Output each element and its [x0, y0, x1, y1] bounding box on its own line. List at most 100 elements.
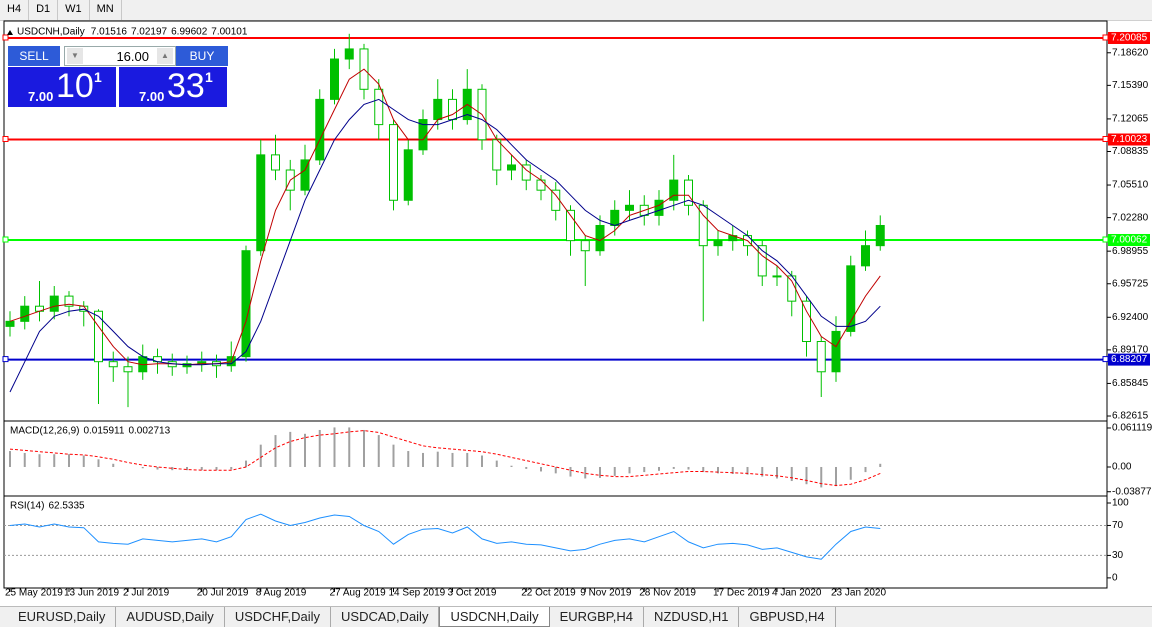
macd-bar: [569, 466, 572, 477]
timeframe-button[interactable]: MN: [90, 0, 122, 20]
candle-body: [846, 265, 856, 332]
level-label-box: [1108, 233, 1150, 246]
level-handle: [2, 236, 9, 243]
lot-input[interactable]: ▼ 16.00 ▲: [64, 46, 176, 66]
chart-tab[interactable]: USDCNH,Daily: [439, 607, 550, 627]
macd-bar: [156, 466, 159, 470]
y-tick-label: 6.98955: [1112, 246, 1149, 257]
macd-bar: [658, 466, 660, 471]
candle-body: [433, 98, 443, 121]
indicator-value: 62.5335: [48, 501, 85, 512]
x-tick-label: 8 Aug 2019: [256, 588, 307, 599]
macd-bar: [761, 466, 764, 477]
level-label: 7.10023: [1111, 134, 1148, 145]
chart-tab[interactable]: GBPUSD,H4: [739, 607, 836, 627]
macd-bar: [849, 466, 852, 480]
indicator-value: 0.015911: [83, 426, 124, 437]
chart-tab[interactable]: AUDUSD,Daily: [116, 607, 225, 627]
level-handle: [2, 136, 9, 143]
macd-bar: [628, 466, 631, 474]
chart-title: USDCNH,Daily: [17, 27, 85, 38]
macd-bar: [304, 433, 306, 467]
x-tick-label: 14 Sep 2019: [389, 588, 446, 599]
macd-bar: [422, 452, 424, 467]
x-tick-label: 20 Jul 2019: [197, 588, 249, 599]
symbol-icon: [7, 30, 13, 35]
candle-body: [108, 361, 118, 368]
level-handle: [1102, 136, 1109, 143]
macd-bar: [495, 460, 498, 467]
macd-bar: [259, 444, 262, 467]
macd-bar: [363, 429, 365, 467]
candle-body: [757, 245, 767, 277]
y-tick-label: 7.18620: [1112, 47, 1149, 58]
macd-bar: [481, 455, 483, 467]
macd-bar: [38, 454, 41, 467]
candle-body: [772, 275, 782, 278]
y-tick-label: 7.05510: [1112, 180, 1149, 191]
indicator-title: RSI(14): [10, 501, 44, 512]
level-handle: [1102, 34, 1109, 41]
candle-body: [256, 154, 266, 252]
chart-tabs: EURUSD,Daily AUDUSD,Daily USDCHF,Daily USDC…: [0, 606, 1152, 627]
y-tick-label: 6.89170: [1112, 345, 1149, 356]
moving-average: [9, 98, 881, 393]
lot-down[interactable]: ▼: [67, 48, 83, 64]
x-tick-label: 23 Jan 2020: [831, 588, 886, 599]
indicator-title: MACD(12,26,9): [10, 426, 79, 437]
candle-body: [802, 300, 811, 343]
timeframe-button[interactable]: W1: [58, 0, 90, 20]
macd-bar: [599, 466, 601, 478]
y-tick-label: 6.95725: [1112, 278, 1149, 289]
lot-up[interactable]: ▲: [157, 48, 173, 64]
y-tick-label: 0.061119: [1112, 423, 1152, 434]
timeframe-button[interactable]: D1: [29, 0, 59, 20]
level-handle: [1102, 236, 1109, 243]
moving-average: [9, 68, 881, 366]
ohlc-value: 7.01516: [91, 27, 128, 38]
y-tick-label: 0.00: [1112, 462, 1132, 473]
level-label: 6.88207: [1111, 354, 1148, 365]
macd-bar: [348, 427, 351, 467]
macd-bar: [82, 455, 85, 467]
chart-tab[interactable]: USDCAD,Daily: [331, 607, 440, 627]
price-prefix: 7.00: [139, 89, 165, 104]
candle-body: [861, 245, 870, 267]
chart-tab[interactable]: NZDUSD,H1: [644, 607, 740, 627]
macd-bar: [776, 466, 778, 479]
candle-body: [654, 199, 664, 216]
candle-body: [625, 204, 634, 211]
indicator-value: 0.002713: [128, 426, 170, 437]
x-tick-label: 9 Nov 2019: [580, 588, 632, 599]
x-tick-label: 25 May 2019: [5, 588, 63, 599]
macd-bar: [245, 460, 247, 467]
level-handle: [2, 34, 9, 41]
candle-body: [94, 310, 103, 363]
macd-bar: [333, 427, 336, 467]
candle-body: [566, 209, 575, 242]
sell-button[interactable]: SELL: [8, 46, 60, 66]
macd-bar: [274, 435, 277, 467]
x-tick-label: 13 Jun 2019: [64, 588, 119, 599]
buy-button[interactable]: BUY: [176, 46, 228, 66]
macd-bar: [820, 466, 823, 488]
chart-frame: [3, 20, 1108, 589]
y-tick-label: 100: [1112, 498, 1129, 509]
buy-price[interactable]: 7.00 33 1: [119, 67, 227, 107]
candle-body: [816, 341, 826, 373]
candle-body: [831, 330, 841, 373]
price-big: 33: [167, 67, 205, 105]
macd-bar: [554, 466, 557, 474]
candle-body: [5, 320, 15, 327]
candle-body: [271, 154, 280, 171]
candle-body: [64, 295, 74, 307]
chart-tab[interactable]: USDCHF,Daily: [225, 607, 332, 627]
candle-body: [344, 48, 354, 60]
chart-tab[interactable]: EURUSD,Daily: [8, 607, 117, 627]
candle-body: [389, 124, 398, 201]
candle-body: [374, 88, 384, 126]
timeframe-button[interactable]: H4: [0, 0, 30, 20]
macd-bar: [230, 466, 233, 470]
sell-price[interactable]: 7.00 10 1: [8, 67, 116, 107]
chart-tab[interactable]: EURGBP,H4: [550, 607, 645, 627]
